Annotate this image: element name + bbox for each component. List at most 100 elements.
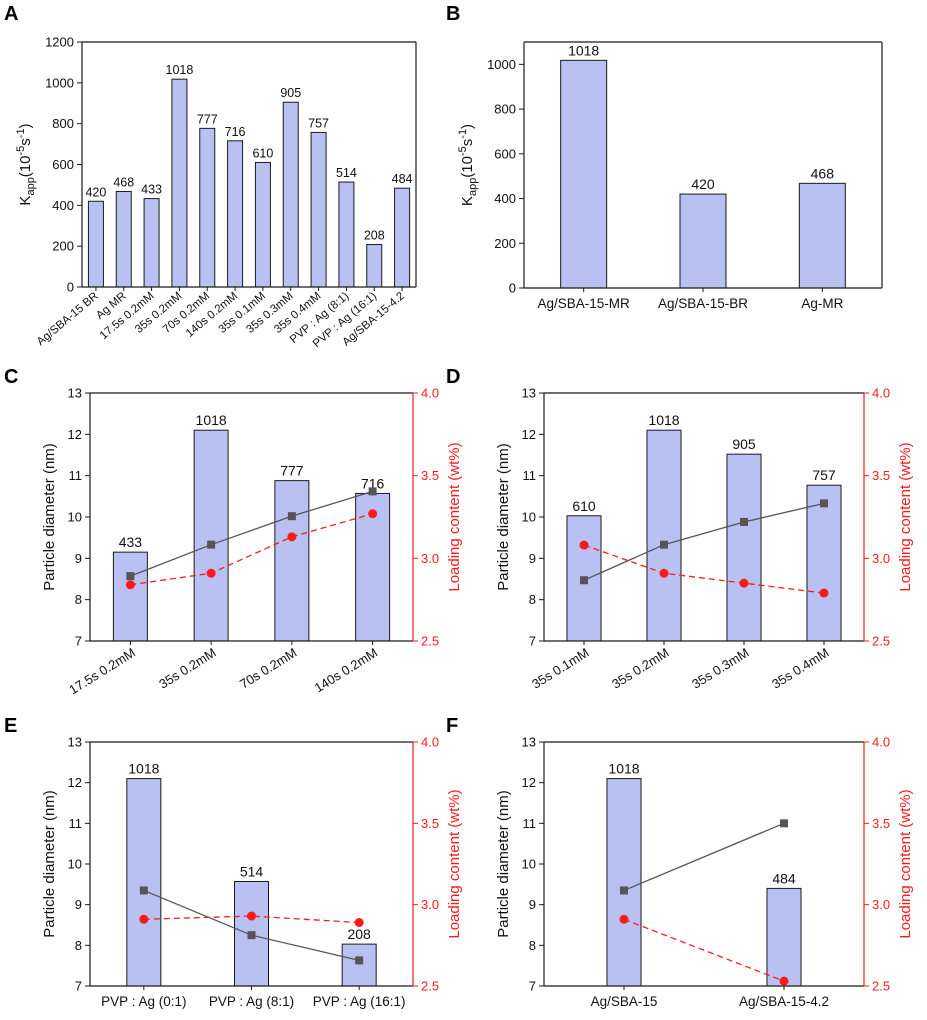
bar	[193, 429, 229, 642]
y2-axis-label: Loading content (wt%)	[446, 442, 463, 591]
diameter-point	[139, 886, 148, 895]
bar-value-label: 716	[225, 125, 246, 139]
panel-d: D 610 1018 905 757 7 8 9 10 11 12 13 35s 0.1mM 35s 0.…	[446, 366, 914, 692]
bar-value-label: 468	[811, 165, 835, 181]
panel-b-ylabel-part: )	[459, 124, 476, 129]
x-tick-label: PVP : Ag (8:1)	[209, 994, 294, 1009]
y2-axis-label: Loading content (wt%)	[446, 789, 463, 938]
panel-a-ylabel-part: app	[25, 177, 37, 195]
y-tick-label: 9	[529, 897, 536, 912]
y-tick-label: 1200	[45, 35, 74, 50]
bar-value-label: 514	[336, 166, 357, 180]
y-tick-label: 10	[68, 857, 82, 872]
panel-b-ylabel-part: -1	[457, 129, 469, 139]
panel-a-ylabel-part: (10	[17, 156, 34, 178]
diameter-line	[583, 502, 825, 581]
y2-tick-label: 3.5	[872, 816, 890, 831]
loading-line	[143, 915, 360, 924]
loading-line	[130, 513, 373, 586]
x-tick-label: Ag/SBA-15-BR	[658, 296, 748, 311]
bar-value-label: 1018	[568, 42, 599, 58]
bar	[394, 187, 411, 288]
panel-a-ylabel-part: -5	[15, 146, 27, 156]
diameter-point	[287, 512, 296, 521]
y-tick-label: 9	[75, 897, 82, 912]
y-tick-label: 9	[529, 551, 536, 566]
y-axis-label: Particle diameter (nm)	[41, 443, 58, 591]
y-tick-label: 13	[522, 735, 536, 750]
y-tick-label: 7	[529, 979, 536, 994]
panel-a-ylabel-part: )	[17, 123, 34, 128]
y-tick-label: 10	[522, 510, 536, 525]
y2-tick-label: 3.5	[421, 816, 439, 831]
y-tick-label: 0	[67, 280, 74, 295]
x-tick-label: 35s 0.1mM	[529, 645, 591, 692]
x-tick-label: 35s 0.4mM	[769, 645, 831, 692]
diameter-point	[740, 517, 748, 526]
bar	[115, 190, 132, 288]
bar-value-label: 1018	[166, 63, 194, 77]
x-tick-label: Ag/SBA-15 BR	[35, 290, 101, 348]
y-tick-label: 7	[529, 634, 536, 649]
panel-a-ylabel: Kapp(10-5s-1)	[15, 123, 37, 205]
y-tick-label: 7	[75, 634, 82, 649]
y-tick-label: 11	[523, 816, 537, 831]
x-tick-label: PVP : Ag (0:1)	[101, 994, 186, 1009]
bar	[366, 244, 383, 288]
bar	[338, 181, 355, 288]
y-tick-label: 10	[68, 510, 82, 525]
x-tick-label: 35s 0.2mM	[156, 645, 218, 692]
diameter-point	[247, 931, 256, 940]
panel-letter-d: D	[446, 366, 460, 388]
y-tick-label: 8	[75, 938, 82, 953]
y2-tick-label: 2.5	[872, 634, 890, 649]
y-tick-label: 12	[68, 775, 82, 790]
diameter-point	[355, 956, 364, 965]
loading-point	[779, 976, 789, 986]
loading-point	[125, 580, 135, 590]
x-tick-label: 35s 0.2mM	[609, 645, 671, 692]
bar	[87, 200, 104, 288]
panel-a-ylabel-part: K	[17, 196, 34, 206]
loading-point	[659, 568, 669, 578]
bar-value-label: 1018	[196, 412, 227, 428]
y2-tick-label: 2.5	[421, 634, 439, 649]
bar-value-label: 1018	[608, 761, 639, 777]
y-tick-label: 200	[52, 239, 74, 254]
bar	[274, 480, 310, 642]
x-tick-label: 17.5s 0.2mM	[66, 645, 138, 698]
diameter-point	[820, 499, 828, 508]
x-tick-label: PVP : Ag (16:1)	[313, 994, 406, 1009]
bar-value-label: 433	[119, 534, 143, 550]
y-tick-label: 13	[68, 386, 82, 401]
x-tick-label: Ag/SBA-15-MR	[538, 296, 631, 311]
panel-a-ylabel-part: -1	[15, 128, 27, 138]
diameter-point	[620, 886, 628, 895]
y-tick-label: 400	[52, 198, 74, 213]
bar-value-label: 716	[361, 475, 385, 491]
bar-value-label: 484	[392, 172, 413, 186]
y-tick-label: 8	[529, 592, 536, 607]
y-tick-label: 7	[75, 979, 82, 994]
loading-point	[819, 588, 829, 598]
x-tick-label: Ag/SBA-15-4.2	[739, 994, 829, 1009]
y2-axis-label: Loading content (wt%)	[897, 789, 914, 938]
bar-value-label: 757	[308, 116, 329, 130]
bar	[560, 59, 608, 289]
bar	[282, 101, 299, 288]
panel-b-ylabel-part: s	[459, 139, 476, 147]
x-tick-label: 140s 0.2mM	[312, 645, 381, 696]
y-axis-label: Particle diameter (nm)	[41, 790, 58, 938]
bar	[126, 778, 162, 987]
bar-value-label: 420	[691, 176, 715, 192]
panel-letter-c: C	[4, 366, 18, 388]
y-tick-label: 600	[494, 146, 516, 161]
diameter-point	[580, 576, 588, 585]
panel-letter-e: E	[4, 715, 17, 737]
bar-value-label: 1018	[648, 412, 679, 428]
bar-value-label: 777	[280, 463, 304, 479]
bar	[806, 484, 842, 642]
panel-a-ylabel-part: s	[17, 138, 34, 146]
y-axis-label: Particle diameter (nm)	[495, 443, 512, 591]
